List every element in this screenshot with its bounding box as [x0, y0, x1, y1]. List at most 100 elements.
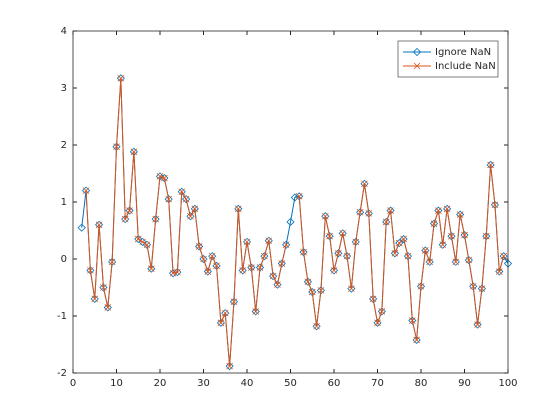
marker — [148, 265, 155, 272]
marker — [456, 211, 464, 218]
marker — [317, 287, 325, 294]
x-tick-label: 0 — [70, 378, 76, 389]
marker — [221, 309, 229, 317]
marker — [168, 269, 178, 278]
plot-area — [73, 31, 508, 373]
axes-box — [72, 30, 509, 374]
marker — [413, 62, 421, 70]
marker — [95, 221, 103, 229]
marker — [335, 250, 342, 257]
marker — [204, 268, 212, 275]
marker — [195, 243, 203, 250]
marker — [430, 220, 438, 227]
marker — [360, 179, 369, 188]
marker — [464, 256, 473, 265]
marker — [121, 215, 129, 223]
marker — [374, 319, 381, 327]
marker — [187, 212, 194, 220]
marker — [104, 304, 112, 311]
marker — [412, 335, 421, 345]
marker — [373, 318, 382, 327]
marker — [274, 281, 281, 288]
marker — [435, 207, 442, 214]
marker — [165, 195, 172, 203]
marker — [182, 195, 190, 203]
marker — [251, 307, 260, 316]
marker — [409, 317, 416, 324]
marker — [100, 284, 107, 291]
marker — [286, 217, 295, 227]
x-tick-label: 10 — [110, 378, 123, 389]
marker — [438, 240, 447, 249]
marker — [474, 321, 481, 328]
marker — [334, 249, 343, 258]
legend-label: Include NaN — [435, 61, 496, 72]
marker — [152, 215, 159, 223]
marker — [208, 252, 216, 260]
x-tick-label: 50 — [284, 378, 297, 389]
marker — [225, 362, 234, 371]
marker — [265, 237, 273, 245]
y-tick-label: 4 — [61, 26, 67, 37]
marker — [356, 208, 364, 216]
marker — [382, 218, 390, 226]
marker — [425, 257, 434, 266]
marker — [465, 256, 473, 264]
x-tick-label: 40 — [241, 378, 254, 389]
marker — [443, 205, 451, 213]
marker — [339, 230, 346, 237]
marker — [156, 173, 164, 180]
x-tick-label: 100 — [498, 378, 517, 389]
marker — [448, 232, 455, 240]
marker — [125, 206, 134, 215]
marker — [348, 285, 355, 292]
marker — [460, 230, 469, 240]
marker — [422, 247, 429, 254]
marker — [491, 201, 499, 209]
marker — [326, 232, 333, 240]
marker — [391, 250, 399, 257]
marker — [91, 295, 99, 303]
marker — [500, 252, 507, 260]
y-tick-label: 0 — [61, 254, 67, 265]
x-tick-label: 90 — [458, 378, 471, 389]
marker — [126, 207, 133, 214]
marker — [238, 266, 247, 275]
marker — [408, 316, 417, 325]
marker — [439, 241, 447, 249]
legend-box — [397, 40, 499, 78]
marker — [248, 264, 255, 271]
marker — [338, 229, 347, 238]
marker — [412, 47, 422, 57]
marker — [313, 322, 320, 330]
marker — [478, 285, 486, 292]
marker — [130, 148, 138, 156]
marker — [216, 318, 225, 327]
marker — [377, 307, 386, 316]
marker — [134, 235, 142, 243]
marker — [487, 161, 494, 169]
marker — [347, 284, 356, 293]
marker — [390, 249, 399, 258]
y-tick-label: -2 — [57, 368, 67, 379]
marker — [269, 272, 277, 280]
marker — [330, 267, 338, 274]
marker — [426, 258, 433, 266]
marker — [252, 308, 259, 315]
marker — [161, 174, 168, 182]
marker — [277, 259, 286, 268]
marker — [322, 212, 329, 220]
marker — [108, 258, 116, 266]
marker — [213, 262, 220, 270]
marker — [452, 258, 460, 266]
marker — [191, 205, 199, 213]
marker — [400, 235, 407, 243]
x-tick-label: 80 — [415, 378, 428, 389]
marker — [82, 187, 90, 194]
marker — [186, 212, 195, 221]
marker — [143, 241, 151, 249]
marker — [387, 207, 394, 214]
marker — [169, 269, 177, 277]
marker — [312, 322, 321, 331]
